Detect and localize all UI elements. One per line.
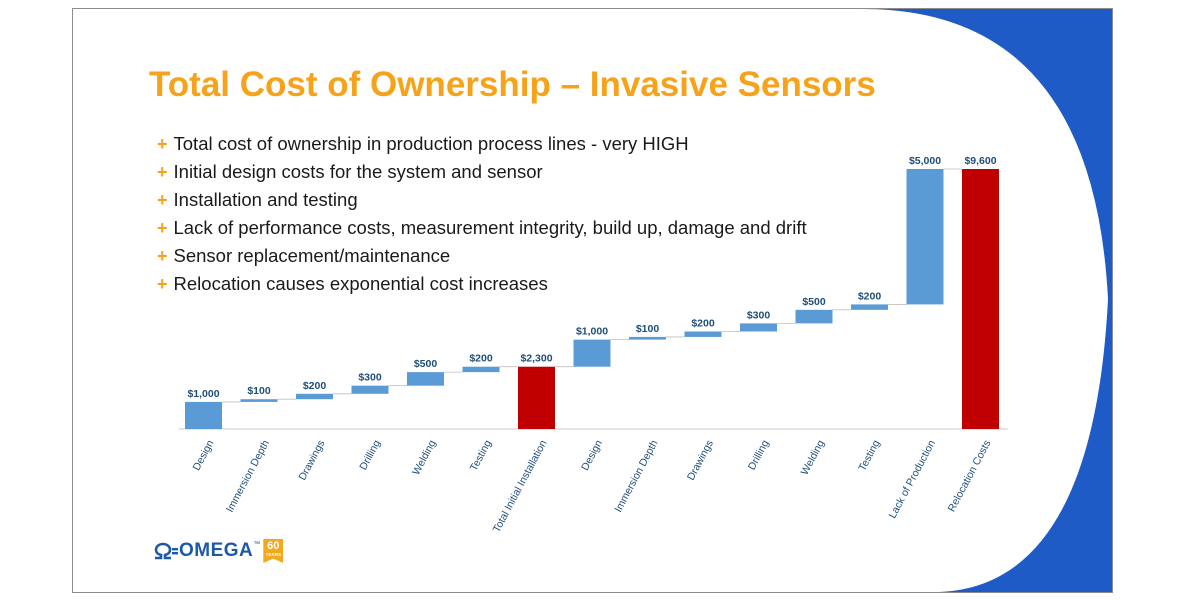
- anniversary-badge-icon: 60 YEARS: [263, 539, 284, 563]
- slide-title: Total Cost of Ownership – Invasive Senso…: [149, 65, 876, 104]
- data-label: $1,000: [187, 388, 219, 400]
- x-tick-label: Relocation Costs: [946, 438, 994, 514]
- bullet-text: Initial design costs for the system and …: [173, 161, 543, 182]
- bullet-plus-icon: +: [157, 161, 168, 182]
- x-tick-label: Testing: [468, 438, 494, 473]
- data-label: $200: [691, 318, 715, 330]
- badge-text: YEARS: [265, 552, 282, 557]
- data-label: $100: [247, 385, 271, 397]
- data-label: $300: [747, 309, 771, 321]
- bullet-item: + Total cost of ownership in production p…: [157, 130, 807, 158]
- bullet-text: Lack of performance costs, measurement i…: [173, 217, 807, 238]
- omega-logo: OMEGA ™ 60 YEARS: [153, 539, 284, 563]
- data-label: $500: [802, 296, 826, 308]
- bar-1: [185, 401, 222, 429]
- bar-3: [296, 393, 333, 400]
- bar-9: [629, 336, 666, 340]
- bar-6: [462, 366, 500, 373]
- x-tick-label: Drilling: [357, 438, 383, 472]
- data-label: $2,300: [520, 353, 552, 365]
- x-tick-label: Immersion Depth: [612, 438, 660, 514]
- bullet-plus-icon: +: [157, 273, 168, 294]
- x-tick-label: Total Initial Installation: [491, 438, 550, 534]
- data-label: $200: [469, 353, 493, 365]
- data-label: $100: [636, 323, 660, 335]
- slide: Total Cost of Ownership – Invasive Senso…: [72, 8, 1113, 593]
- data-label: $300: [358, 372, 382, 384]
- x-tick-label: Drilling: [746, 438, 772, 472]
- x-tick-label: Welding: [799, 438, 827, 477]
- bullet-item: + Lack of performance costs, measurement …: [157, 214, 807, 242]
- x-tick-label: Welding: [410, 438, 438, 477]
- x-tick-label: Drawings: [685, 438, 716, 482]
- bar-2: [240, 399, 278, 402]
- bullet-plus-icon: +: [157, 245, 168, 266]
- bar-8: [573, 339, 611, 367]
- bullet-item: + Initial design costs for the system and…: [157, 158, 807, 186]
- waterfall-chart: $1,000 Design $100 Immersion Depth $200 Drawi…: [179, 155, 1008, 534]
- data-label: $5,000: [909, 155, 941, 167]
- bar-4: [351, 385, 389, 394]
- data-label: $200: [303, 380, 327, 392]
- bullet-item: + Sensor replacement/maintenance: [157, 242, 807, 270]
- bar-12: [795, 309, 833, 324]
- x-tick-label: Design: [579, 438, 605, 473]
- bullet-text: Installation and testing: [173, 189, 358, 210]
- x-tick-label: Immersion Depth: [224, 438, 272, 514]
- bullet-text: Relocation causes exponential cost incre…: [173, 273, 548, 294]
- data-label: $9,600: [964, 155, 996, 167]
- logo-wordmark: OMEGA: [179, 540, 254, 561]
- bullet-text: Sensor replacement/maintenance: [173, 245, 451, 266]
- data-label: $200: [858, 290, 882, 302]
- bullet-item: + Relocation causes exponential cost incr…: [157, 270, 807, 298]
- badge-number: 60: [267, 540, 280, 552]
- bar-15: [962, 169, 999, 429]
- logo-trademark: ™: [253, 541, 261, 548]
- bullet-plus-icon: +: [157, 189, 168, 210]
- bar-7: [518, 366, 555, 429]
- bar-11: [740, 323, 777, 332]
- bar-13: [851, 304, 888, 310]
- bullet-text: Total cost of ownership in production pr…: [173, 133, 689, 154]
- bar-10: [684, 331, 722, 337]
- x-tick-label: Testing: [856, 438, 882, 473]
- bar-5: [407, 372, 444, 386]
- omega-symbol-icon: [154, 542, 178, 560]
- x-tick-label: Design: [191, 438, 217, 473]
- bullet-list: + Total cost of ownership in production p…: [157, 130, 807, 298]
- x-tick-label: Drawings: [296, 438, 327, 482]
- data-label: $1,000: [576, 326, 608, 338]
- bullet-plus-icon: +: [157, 217, 168, 238]
- bullet-item: + Installation and testing: [157, 186, 807, 214]
- data-label: $500: [414, 358, 438, 370]
- bar-14: [906, 169, 944, 305]
- blue-arc-background: [863, 9, 1112, 592]
- bullet-plus-icon: +: [157, 133, 168, 154]
- x-tick-label: Lack of Production: [887, 438, 938, 521]
